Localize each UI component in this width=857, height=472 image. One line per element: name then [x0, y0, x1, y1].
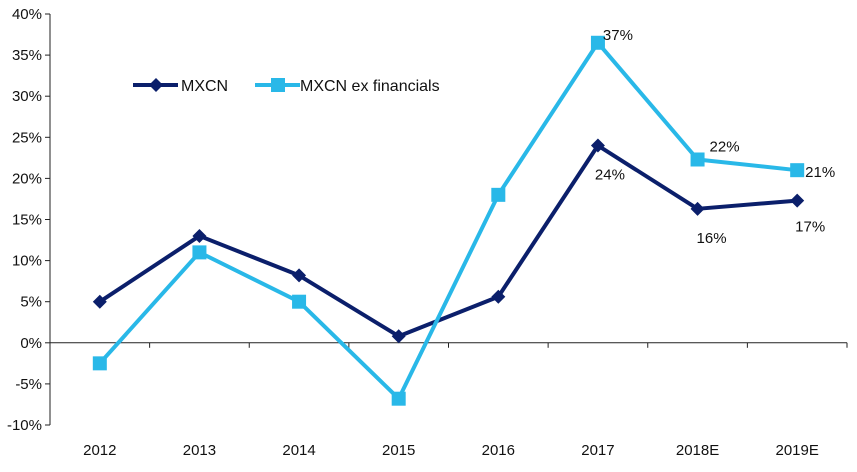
data-point-diamond [491, 289, 506, 304]
data-point-square [92, 356, 107, 371]
data-point-square [790, 163, 805, 178]
series-mxcn [92, 138, 805, 344]
y-tick-label: 0% [20, 335, 42, 352]
data-point-diamond [790, 193, 805, 208]
y-axis-ticks: -10% -5% 0% 5% 10% 15% 20% 25% 30% 35% 40% [7, 6, 50, 434]
series-mxcn-ex-financials [92, 35, 805, 406]
legend-label: MXCN ex financials [300, 78, 440, 95]
data-point-diamond [391, 329, 406, 344]
data-point-square [491, 187, 506, 202]
y-tick-label: 10% [12, 253, 42, 270]
x-tick-label: 2016 [482, 442, 515, 459]
y-tick-label: -5% [15, 376, 42, 393]
x-tick-label: 2015 [382, 442, 415, 459]
data-point-square [292, 294, 307, 309]
y-tick-label: -10% [7, 417, 42, 434]
x-axis-ticks: 2012 2013 2014 2015 2016 2017 2018E 2019E [49, 342, 848, 459]
y-tick-label: 25% [12, 129, 42, 146]
x-tick-label: 2019E [776, 442, 819, 459]
x-tick-label: 2013 [183, 442, 216, 459]
data-label: 37% [603, 27, 633, 44]
data-label: 24% [595, 167, 625, 184]
data-point-square [690, 152, 705, 167]
data-point-square [590, 35, 605, 50]
data-label: 17% [795, 219, 825, 236]
series-line [98, 143, 798, 339]
legend-square-marker [271, 78, 285, 92]
y-tick-label: 40% [12, 6, 42, 23]
data-point-square [192, 245, 207, 260]
y-tick-label: 5% [20, 294, 42, 311]
data-labels: 24% 16% 17% 37% 22% 21% [595, 27, 835, 247]
data-label: 22% [710, 138, 740, 155]
legend-diamond-marker [149, 78, 163, 92]
y-tick-label: 20% [12, 170, 42, 187]
data-label: 21% [805, 164, 835, 181]
data-point-diamond [92, 294, 107, 309]
x-tick-label: 2018E [676, 442, 719, 459]
data-point-diamond [690, 201, 705, 216]
data-point-diamond [192, 228, 207, 243]
x-tick-label: 2012 [83, 442, 116, 459]
data-point-square [391, 391, 406, 406]
legend-label: MXCN [181, 78, 228, 95]
y-tick-label: 30% [12, 88, 42, 105]
legend: MXCN MXCN ex financials [133, 78, 440, 95]
data-label: 16% [697, 230, 727, 247]
data-point-diamond [292, 268, 307, 283]
x-tick-label: 2017 [581, 442, 614, 459]
legend-item-mxcn-ex-financials: MXCN ex financials [255, 78, 440, 95]
axes: -10%-5%0%5%10%15%20%25%30%35%40% 2012 201… [7, 6, 848, 459]
legend-item-mxcn: MXCN [133, 78, 228, 95]
data-point-diamond [590, 138, 605, 153]
series-line [98, 40, 798, 401]
series-layer [92, 35, 805, 406]
y-tick-label: 15% [12, 212, 42, 229]
y-tick-label: 35% [12, 47, 42, 64]
x-tick-label: 2014 [282, 442, 315, 459]
